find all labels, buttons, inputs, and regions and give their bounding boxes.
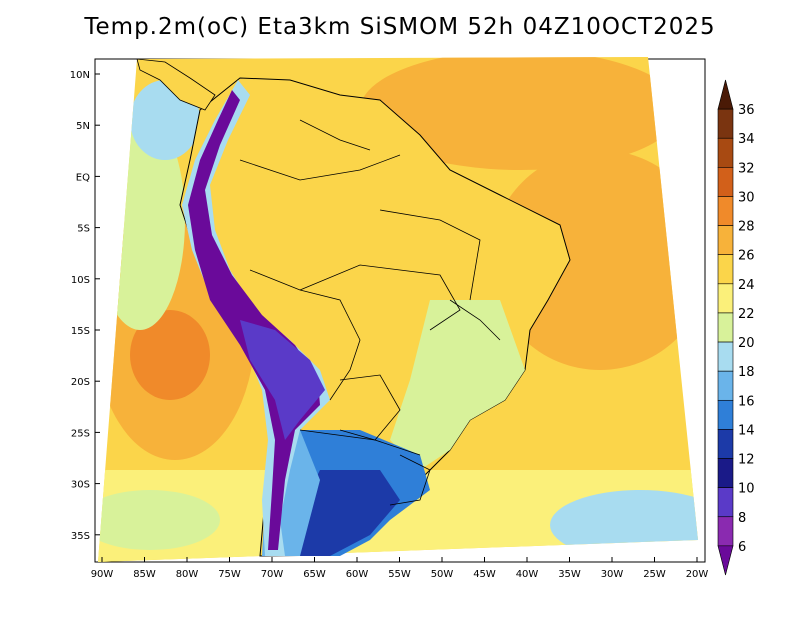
colorbar-label: 28 xyxy=(738,220,755,235)
lat-tick-label: 10S xyxy=(71,275,90,286)
colorbar-label: 12 xyxy=(738,453,755,468)
atlantic-north-warm xyxy=(360,57,680,170)
south-colder-region xyxy=(300,470,400,556)
border-states-north xyxy=(379,209,481,301)
pacific-hot-spot xyxy=(130,310,210,400)
colorbar-swatch xyxy=(717,399,734,430)
lon-tick-label: 65W xyxy=(303,569,326,580)
colorbar-swatch xyxy=(717,487,734,518)
border-bolivia xyxy=(299,264,461,331)
latitude-axis: 10N 5N EQ 5S 10S 15S 20S 25S 30S 35S xyxy=(70,70,100,542)
colorbar-label: 6 xyxy=(738,540,746,555)
colorbar-swatch xyxy=(717,458,734,488)
colorbar-label: 26 xyxy=(738,249,755,264)
lon-tick-label: 25W xyxy=(643,569,666,580)
colorbar-swatch xyxy=(717,254,734,285)
country-borders xyxy=(239,119,501,506)
lon-tick-label: 45W xyxy=(473,569,496,580)
colorbar-label: 14 xyxy=(738,423,755,438)
colorbar-label: 8 xyxy=(738,511,746,526)
lon-tick-label: 70W xyxy=(261,569,284,580)
land-layer xyxy=(179,77,571,557)
border-peru-brazil xyxy=(249,269,361,401)
colorbar: 36 34 32 30 28 26 24 22 20 18 16 14 12 10 8 6 xyxy=(717,79,755,576)
colorbar-swatch xyxy=(717,283,734,314)
colorbar-swatch xyxy=(717,545,734,576)
andes-highland xyxy=(240,320,325,440)
lon-tick-label: 60W xyxy=(346,569,369,580)
colorbar-label: 18 xyxy=(738,365,755,380)
lon-tick-label: 90W xyxy=(91,569,114,580)
colorbar-swatch xyxy=(717,516,734,547)
colorbar-swatch xyxy=(717,137,734,168)
colorbar-label: 10 xyxy=(738,482,755,497)
lon-tick-label: 55W xyxy=(388,569,411,580)
colorbar-swatch xyxy=(717,196,734,226)
colorbar-label: 30 xyxy=(738,190,755,205)
lat-tick-label: 35S xyxy=(71,531,90,542)
colorbar-swatch xyxy=(717,370,734,401)
lat-tick-label: 5N xyxy=(76,121,90,132)
colorbar-label: 32 xyxy=(738,161,755,176)
border-colombia-venezuela xyxy=(239,154,401,181)
lon-tick-label: 30W xyxy=(601,569,624,580)
colorbar-swatch xyxy=(717,312,734,343)
south-pacific-cool xyxy=(98,490,220,550)
lat-tick-label: 10N xyxy=(70,70,90,81)
lon-tick-label: 80W xyxy=(176,569,199,580)
border-paraguay xyxy=(339,374,401,441)
border-states-east xyxy=(449,299,501,341)
map-title: Temp.2m(oC) Eta3km SiSMOM 52h 04Z10OCT20… xyxy=(84,14,716,40)
colorbar-label: 22 xyxy=(738,307,755,322)
colorbar-swatch xyxy=(717,167,734,197)
longitude-axis: 90W 85W 80W 75W 70W 65W 60W 55W 50W 45W 40W 35W 30W 2… xyxy=(91,557,709,580)
colorbar-swatch xyxy=(717,108,734,139)
central-america-land xyxy=(136,58,216,111)
colorbar-label: 36 xyxy=(738,103,755,118)
lat-tick-label: EQ xyxy=(76,172,90,183)
lon-tick-label: 85W xyxy=(133,569,156,580)
colorbar-swatch xyxy=(717,341,734,372)
colorbar-label: 24 xyxy=(738,278,755,293)
lon-tick-label: 50W xyxy=(431,569,454,580)
lon-tick-label: 75W xyxy=(218,569,241,580)
lat-tick-label: 25S xyxy=(71,428,90,439)
lon-tick-label: 35W xyxy=(558,569,581,580)
lon-tick-label: 40W xyxy=(516,569,539,580)
colorbar-label: 16 xyxy=(738,394,755,409)
lat-tick-label: 20S xyxy=(71,377,90,388)
border-uruguay xyxy=(389,454,431,506)
border-guyana xyxy=(299,119,371,151)
lat-tick-label: 30S xyxy=(71,480,90,491)
colorbar-swatch xyxy=(717,79,734,110)
colorbar-swatch xyxy=(717,429,734,459)
southeast-cool-region xyxy=(390,300,525,470)
lat-tick-label: 15S xyxy=(71,326,90,337)
colorbar-label: 34 xyxy=(738,132,755,147)
colorbar-label: 20 xyxy=(738,336,755,351)
lon-tick-label: 20W xyxy=(686,569,709,580)
colorbar-swatch xyxy=(717,225,734,256)
atlantic-warm-zone xyxy=(490,150,698,370)
lat-tick-label: 5S xyxy=(77,224,90,235)
border-argentina xyxy=(299,429,421,456)
